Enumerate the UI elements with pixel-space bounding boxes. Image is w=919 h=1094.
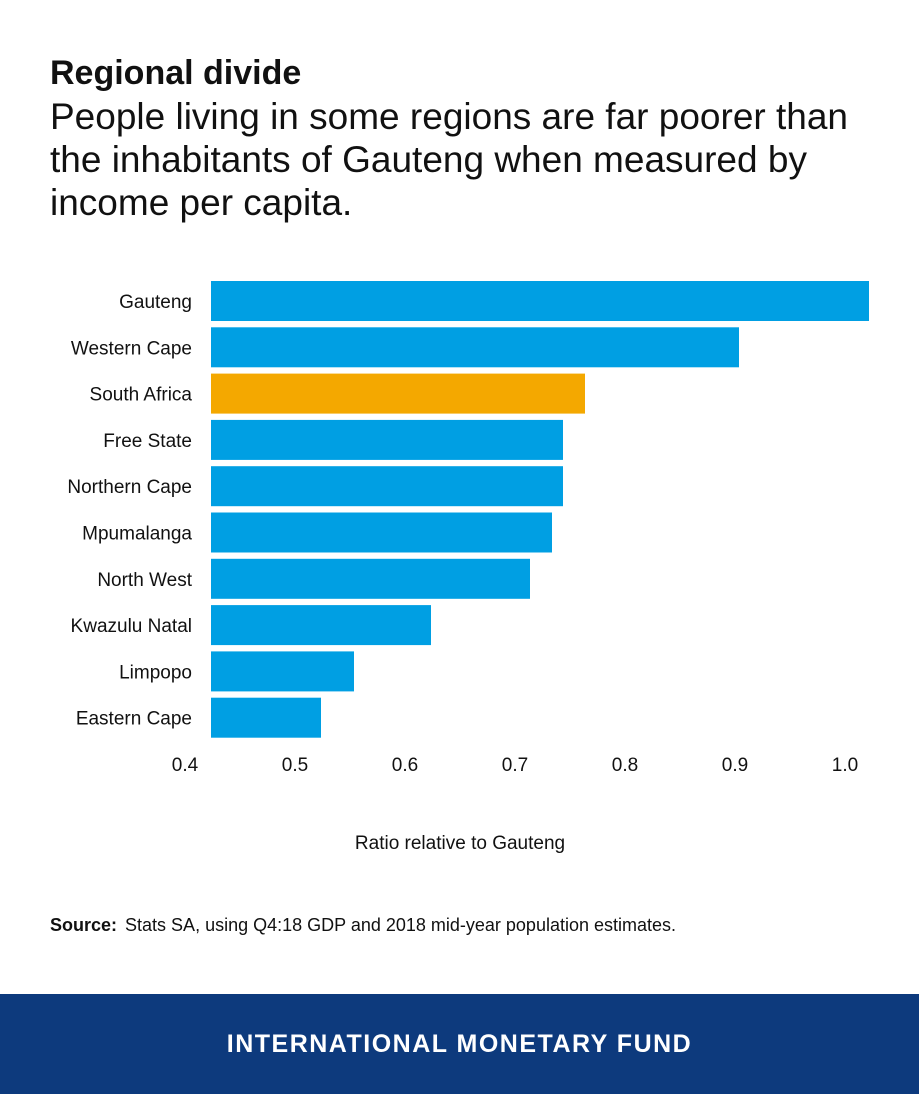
bar-gauteng — [211, 281, 869, 321]
x-tick-label: 1.0 — [832, 755, 858, 776]
category-label-gauteng: Gauteng — [119, 292, 192, 313]
footer-banner: INTERNATIONAL MONETARY FUND — [0, 994, 919, 1094]
category-label-free-state: Free State — [103, 431, 192, 452]
category-label-kwazulu-natal: Kwazulu Natal — [71, 616, 192, 637]
source-text: Stats SA, using Q4:18 GDP and 2018 mid-y… — [125, 915, 677, 935]
bar-free-state — [211, 419, 563, 460]
bar-mpumalanga — [211, 512, 552, 553]
x-tick-label: 0.6 — [392, 755, 418, 776]
category-label-eastern-cape: Eastern Cape — [76, 709, 192, 730]
category-label-north-west: North West — [97, 570, 192, 591]
category-label-western-cape: Western Cape — [71, 338, 192, 359]
footer-org-name: INTERNATIONAL MONETARY FUND — [226, 1029, 693, 1058]
x-tick-label: 0.9 — [722, 755, 748, 776]
bar-south-africa — [211, 373, 585, 414]
category-label-mpumalanga: Mpumalanga — [82, 524, 192, 545]
x-tick-label: 0.8 — [612, 755, 638, 776]
source-note: Source: Stats SA, using Q4:18 GDP and 201… — [50, 914, 676, 936]
x-tick-label: 0.7 — [502, 755, 528, 776]
category-label-limpopo: Limpopo — [119, 662, 192, 683]
bar-eastern-cape — [211, 697, 321, 738]
bar-kwazulu-natal — [211, 605, 431, 646]
bar-western-cape — [211, 327, 739, 368]
x-tick-label: 0.5 — [282, 755, 308, 776]
bar-north-west — [211, 558, 530, 599]
category-label-northern-cape: Northern Cape — [67, 477, 192, 498]
category-label-south-africa: South Africa — [90, 385, 193, 406]
chart-title: Regional divide — [50, 54, 302, 92]
bar-northern-cape — [211, 466, 563, 507]
source-label: Source: — [50, 915, 118, 935]
bar-limpopo — [211, 651, 354, 692]
x-tick-label: 0.4 — [172, 755, 199, 776]
chart-subtitle: People living in some regions are far po… — [50, 96, 849, 223]
bar-chart: Gauteng Western Cape South Africa Free Stat… — [67, 281, 869, 854]
x-axis-label: Ratio relative to Gauteng — [355, 833, 565, 854]
